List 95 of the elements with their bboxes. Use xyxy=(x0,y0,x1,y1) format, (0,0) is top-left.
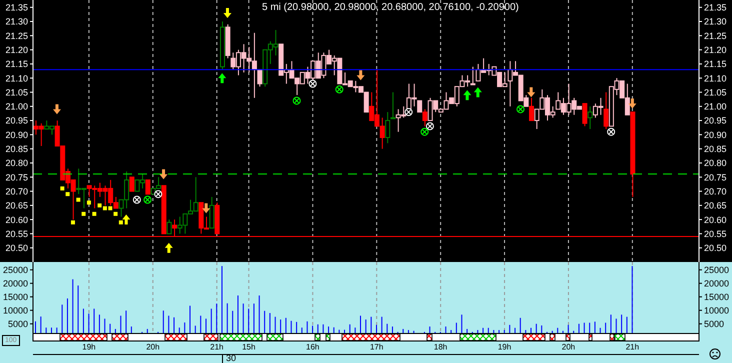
candlestick xyxy=(417,100,422,113)
y-tick-label: 20.55 xyxy=(5,228,28,239)
point xyxy=(628,98,636,109)
point xyxy=(52,104,61,114)
candlestick xyxy=(145,179,150,195)
x-tick-label: 21h xyxy=(210,342,224,352)
point xyxy=(356,70,365,80)
y2-tick-label: 15000 xyxy=(704,292,730,302)
text: 30 xyxy=(226,353,236,363)
y2-tick-label: 20.50 xyxy=(704,243,727,254)
y2-tick-label: 20.90 xyxy=(704,130,727,140)
y2-tick-label: 20.70 xyxy=(704,186,727,196)
y-tick-label: 21.05 xyxy=(5,87,28,98)
y-tick-label: 15000 xyxy=(2,292,28,302)
x-tick-label: 20h xyxy=(146,342,160,352)
x-tick-label: 21h xyxy=(626,342,640,352)
y2-tick-label: 20.55 xyxy=(704,228,727,239)
y2-tick-label: 25000 xyxy=(704,265,730,276)
point xyxy=(474,87,482,98)
y-tick-label: 25000 xyxy=(2,265,28,276)
point xyxy=(118,220,123,224)
x-tick-label: 15h xyxy=(242,342,256,352)
y2-tick-label: 21.25 xyxy=(704,30,727,41)
x-tick-label: 16h xyxy=(306,342,320,352)
y-tick-label: 10000 xyxy=(2,306,28,316)
candlestick xyxy=(529,97,534,122)
point xyxy=(164,242,173,253)
point xyxy=(527,87,536,98)
y2-tick-label: 21.35 xyxy=(704,2,727,13)
candlestick xyxy=(385,112,390,144)
y2-tick-label: 20000 xyxy=(704,278,730,289)
candlestick xyxy=(257,69,262,88)
x-tick-label: 17h xyxy=(370,342,384,352)
point xyxy=(92,212,96,216)
y-tick-label: 20000 xyxy=(2,278,28,289)
y-tick-label: 20.75 xyxy=(5,172,28,182)
candlestick xyxy=(470,66,476,86)
candlestick xyxy=(422,108,428,127)
point xyxy=(102,206,107,210)
x-tick-label: 19h xyxy=(498,342,512,352)
y2-tick-label: 20.85 xyxy=(704,144,727,154)
point xyxy=(218,73,226,84)
y-tick-label: 21.25 xyxy=(5,30,28,41)
point xyxy=(108,206,112,210)
y-tick-label: 21.00 xyxy=(5,102,28,112)
y-tick-label: 20.70 xyxy=(5,186,28,196)
x-tick-label: 18h xyxy=(434,342,448,352)
y2-tick-label: 21.10 xyxy=(704,73,727,84)
y-tick-label: 21.20 xyxy=(5,44,28,55)
candlestick xyxy=(209,196,214,229)
y-tick-label: 21.30 xyxy=(5,16,28,27)
y-tick-label: 20.90 xyxy=(5,130,28,140)
y-tick-label: 21.15 xyxy=(5,59,28,70)
y-tick-label: 20.85 xyxy=(5,144,28,154)
y2-tick-label: 20.75 xyxy=(704,172,727,182)
y2-tick-label: 21.15 xyxy=(704,59,727,70)
candlestick xyxy=(604,92,609,130)
candlestick xyxy=(390,92,396,120)
point xyxy=(76,198,80,202)
point xyxy=(160,169,168,180)
chart-title: 5 mi (20.98000, 20.98000, 20.68000, 20.76100, -0.20900) xyxy=(262,2,519,13)
point xyxy=(98,203,102,208)
y-tick-label: 5000 xyxy=(8,319,28,330)
y-tick-label: 21.35 xyxy=(5,2,28,13)
y2-tick-label: 10000 xyxy=(704,306,730,316)
x-tick-label: 19h xyxy=(82,342,96,352)
point xyxy=(223,8,232,18)
y2-tick-label: 21.00 xyxy=(704,102,727,112)
y2-tick-label: 20.95 xyxy=(704,116,727,126)
y2-tick-label: 20.65 xyxy=(704,200,727,211)
y2-tick-label: 21.20 xyxy=(704,44,727,55)
candlestick xyxy=(582,103,588,127)
y2-tick-label: 20.80 xyxy=(704,158,727,168)
candlestick xyxy=(129,176,134,192)
point xyxy=(66,192,70,196)
point xyxy=(114,212,118,216)
point xyxy=(82,212,86,216)
point xyxy=(86,200,91,205)
y-tick-label: 20.65 xyxy=(5,200,28,211)
y2-tick-label: 5000 xyxy=(704,319,724,330)
x-tick-label: 20h xyxy=(562,342,576,352)
point xyxy=(202,203,210,214)
point xyxy=(60,186,64,190)
point xyxy=(463,90,472,100)
y-tick-label: 20.95 xyxy=(5,116,28,126)
y2-tick-label: 20.60 xyxy=(704,214,727,225)
y2-tick-label: 21.30 xyxy=(704,16,727,27)
y-tick-label: 21.10 xyxy=(5,73,28,84)
point xyxy=(70,220,75,224)
point xyxy=(122,214,130,225)
y-tick-label: 20.50 xyxy=(5,243,28,254)
y-tick-label: 20.80 xyxy=(5,158,28,168)
y-tick-label: 20.60 xyxy=(5,214,28,225)
candlestick xyxy=(166,219,172,234)
y2-tick-label: 21.05 xyxy=(704,87,727,98)
